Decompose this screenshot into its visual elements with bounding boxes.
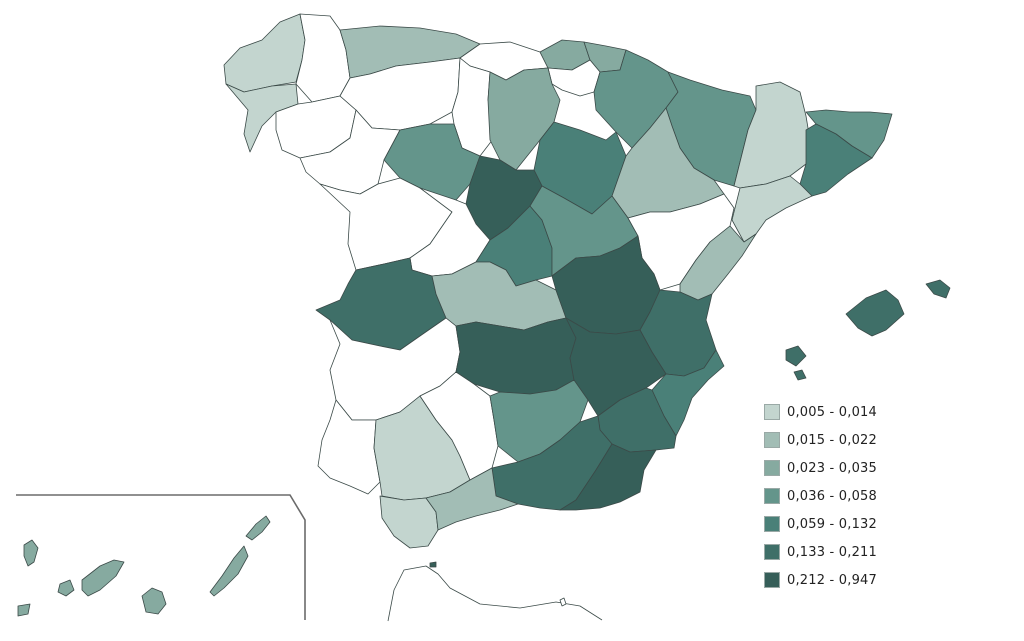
province-lugo bbox=[295, 13, 351, 103]
legend-label: 0,023 - 0,035 bbox=[787, 460, 877, 476]
province-valladolid bbox=[383, 123, 481, 201]
legend-label: 0,212 - 0,947 bbox=[787, 572, 877, 588]
legend-swatch bbox=[764, 572, 780, 588]
legend-item: 0,023 - 0,035 bbox=[764, 454, 964, 482]
legend-label: 0,015 - 0,022 bbox=[787, 432, 877, 448]
province-ciudad-real bbox=[455, 317, 577, 395]
legend-label: 0,133 - 0,211 bbox=[787, 544, 877, 560]
island-la-gomera bbox=[57, 579, 75, 597]
legend-label: 0,005 - 0,014 bbox=[787, 404, 877, 420]
island-tenerife bbox=[81, 559, 125, 597]
map-legend: 0,005 - 0,014 0,015 - 0,022 0,023 - 0,03… bbox=[764, 398, 964, 594]
canary-islands-inset-frame bbox=[16, 494, 306, 620]
province-a-coruna bbox=[223, 13, 306, 93]
province-almeria bbox=[559, 443, 657, 511]
legend-item: 0,212 - 0,947 bbox=[764, 566, 964, 594]
legend-item: 0,133 - 0,211 bbox=[764, 538, 964, 566]
ceuta bbox=[429, 561, 437, 568]
province-tarragona bbox=[731, 175, 813, 243]
province-malaga bbox=[425, 467, 519, 531]
legend-swatch bbox=[764, 404, 780, 420]
island-ibiza bbox=[785, 345, 807, 367]
island-mallorca bbox=[845, 289, 905, 337]
melilla bbox=[559, 597, 567, 607]
legend-swatch bbox=[764, 544, 780, 560]
legend-item: 0,036 - 0,058 bbox=[764, 482, 964, 510]
province-cadiz bbox=[379, 495, 439, 549]
province-huelva bbox=[317, 399, 381, 495]
legend-swatch bbox=[764, 488, 780, 504]
island-formentera bbox=[793, 369, 807, 381]
island-lanzarote bbox=[245, 515, 271, 541]
island-el-hierro bbox=[17, 603, 31, 617]
legend-swatch bbox=[764, 516, 780, 532]
island-fuerteventura bbox=[209, 545, 249, 597]
legend-label: 0,059 - 0,132 bbox=[787, 516, 877, 532]
legend-swatch bbox=[764, 460, 780, 476]
island-menorca bbox=[925, 279, 951, 299]
legend-item: 0,005 - 0,014 bbox=[764, 398, 964, 426]
legend-item: 0,015 - 0,022 bbox=[764, 426, 964, 454]
island-la-palma bbox=[23, 539, 39, 567]
north-africa-outline bbox=[387, 565, 603, 622]
island-gran-canaria bbox=[141, 587, 167, 615]
legend-swatch bbox=[764, 432, 780, 448]
legend-label: 0,036 - 0,058 bbox=[787, 488, 877, 504]
province-barcelona bbox=[799, 123, 873, 197]
legend-item: 0,059 - 0,132 bbox=[764, 510, 964, 538]
